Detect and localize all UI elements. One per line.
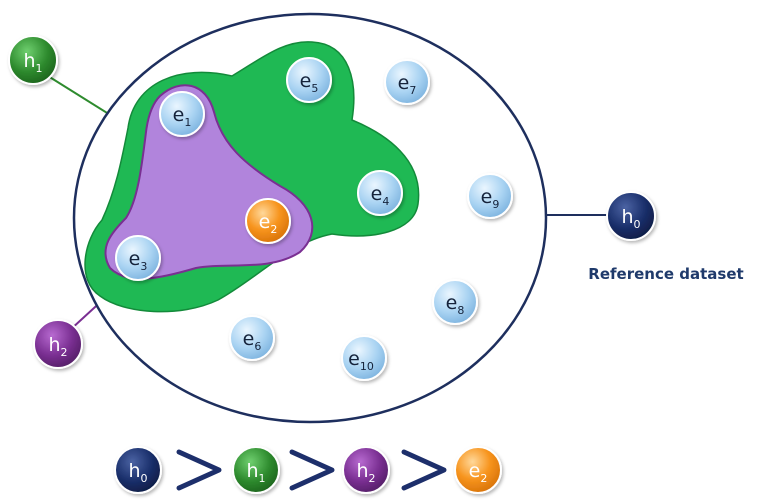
ranking-e2-label: e2 bbox=[469, 460, 488, 485]
entity-e10: e10 bbox=[341, 335, 387, 381]
ranking-row: h0 h1 h2 e2 bbox=[114, 446, 502, 494]
node-orange-icon bbox=[454, 446, 502, 494]
h2-node-icon bbox=[342, 446, 390, 494]
node-orange-icon bbox=[245, 198, 291, 244]
ranking-item-e2: e2 bbox=[454, 446, 502, 494]
ranking-h0-label: h0 bbox=[128, 460, 147, 485]
greater-than-icon bbox=[401, 449, 447, 491]
entity-e9: e9 bbox=[467, 173, 513, 219]
entity-e1-label: e1 bbox=[173, 104, 192, 129]
h1-node-icon bbox=[8, 35, 58, 85]
entity-e7: e7 bbox=[384, 59, 430, 105]
h1-node-icon bbox=[232, 446, 280, 494]
entity-e3-label: e3 bbox=[129, 248, 148, 273]
ranking-item-h1: h1 bbox=[232, 446, 280, 494]
node-light-icon bbox=[115, 235, 161, 281]
entity-e9-label: e9 bbox=[481, 186, 500, 211]
entity-e3: e3 bbox=[115, 235, 161, 281]
h1-label: h1 bbox=[23, 50, 42, 75]
h0-node-icon bbox=[114, 446, 162, 494]
entity-e10-label: e10 bbox=[348, 348, 374, 373]
entity-e4: e4 bbox=[357, 170, 403, 216]
node-light-icon bbox=[432, 279, 478, 325]
node-light-icon bbox=[384, 59, 430, 105]
greater-than-icon bbox=[289, 449, 335, 491]
ranking-item-h0: h0 bbox=[114, 446, 162, 494]
entity-e1: e1 bbox=[159, 91, 205, 137]
ranking-h1-label: h1 bbox=[246, 460, 265, 485]
entity-e6-label: e6 bbox=[243, 328, 262, 353]
node-light-icon bbox=[159, 91, 205, 137]
ranking-item-h2: h2 bbox=[342, 446, 390, 494]
h0-label: h0 bbox=[621, 206, 640, 231]
entity-e7-label: e7 bbox=[398, 72, 417, 97]
entity-e4-label: e4 bbox=[371, 183, 390, 208]
entity-e8: e8 bbox=[432, 279, 478, 325]
hypothesis-h2: h2 bbox=[33, 319, 83, 369]
entity-e2: e2 bbox=[245, 198, 291, 244]
reference-dataset-caption: Reference dataset bbox=[588, 265, 743, 283]
h0-node-icon bbox=[606, 191, 656, 241]
node-light-icon bbox=[357, 170, 403, 216]
entity-e5-label: e5 bbox=[300, 70, 319, 95]
entity-e8-label: e8 bbox=[446, 292, 465, 317]
node-light-icon bbox=[286, 57, 332, 103]
h2-node-icon bbox=[33, 319, 83, 369]
entity-e2-label: e2 bbox=[259, 211, 278, 236]
hypothesis-h0: h0 bbox=[606, 191, 656, 241]
node-light-icon bbox=[467, 173, 513, 219]
hypothesis-h1: h1 bbox=[8, 35, 58, 85]
entity-e5: e5 bbox=[286, 57, 332, 103]
greater-than-icon bbox=[176, 449, 222, 491]
h2-label: h2 bbox=[48, 334, 67, 359]
ranking-h2-label: h2 bbox=[356, 460, 375, 485]
entity-e6: e6 bbox=[229, 315, 275, 361]
node-light-icon bbox=[341, 335, 387, 381]
node-light-icon bbox=[229, 315, 275, 361]
